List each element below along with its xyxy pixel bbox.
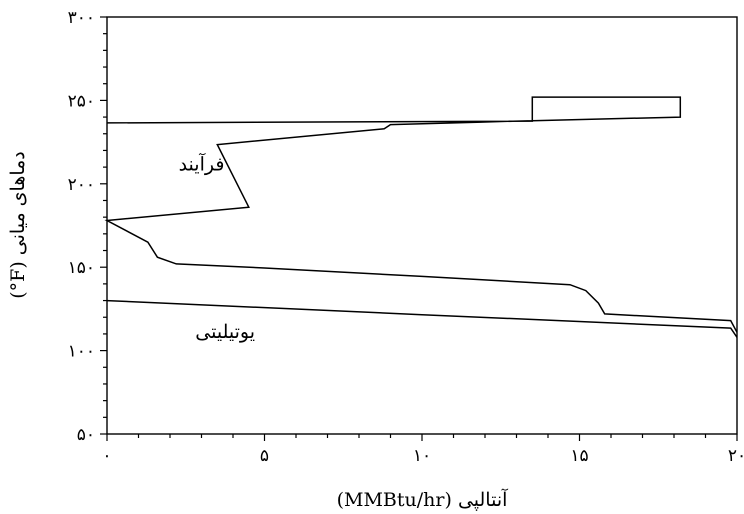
x-tick-label: ۱۵	[570, 446, 588, 466]
y-axis-title: (°F) دماهای میانی	[7, 151, 29, 299]
series-layer	[104, 96, 738, 338]
x-axis-title: (MMBtu/hr) آنتالپی	[337, 488, 509, 511]
annotation-layer: فرآیند یوتیلیتی	[179, 152, 255, 343]
plot-frame	[106, 16, 738, 435]
x-axis: ۰ ۵ ۱۰ ۱۵ ۲۰	[102, 434, 744, 466]
x-tick-label: ۱۰	[413, 446, 431, 466]
y-tick-label: ۲۵۰	[68, 91, 95, 111]
y-tick-label: ۲۰۰	[68, 175, 95, 195]
y-tick-label: ۳۰۰	[68, 8, 95, 28]
series-line	[106, 299, 738, 338]
x-tick-label: ۰	[102, 446, 111, 466]
series-annotation: یوتیلیتی	[195, 321, 255, 343]
x-tick-label: ۵	[260, 446, 269, 466]
y-tick-label: ۵۰	[77, 425, 95, 445]
y-tick-label: ۱۰۰	[68, 342, 95, 362]
y-tick-label: ۱۵۰	[68, 258, 95, 278]
series-annotation: فرآیند	[179, 152, 225, 175]
y-axis: ۵۰ ۱۰۰ ۱۵۰ ۲۰۰ ۲۵۰ ۳۰۰	[68, 8, 107, 445]
plot-area	[106, 16, 738, 435]
series-line	[104, 96, 738, 333]
x-tick-label: ۲۰	[728, 446, 744, 466]
